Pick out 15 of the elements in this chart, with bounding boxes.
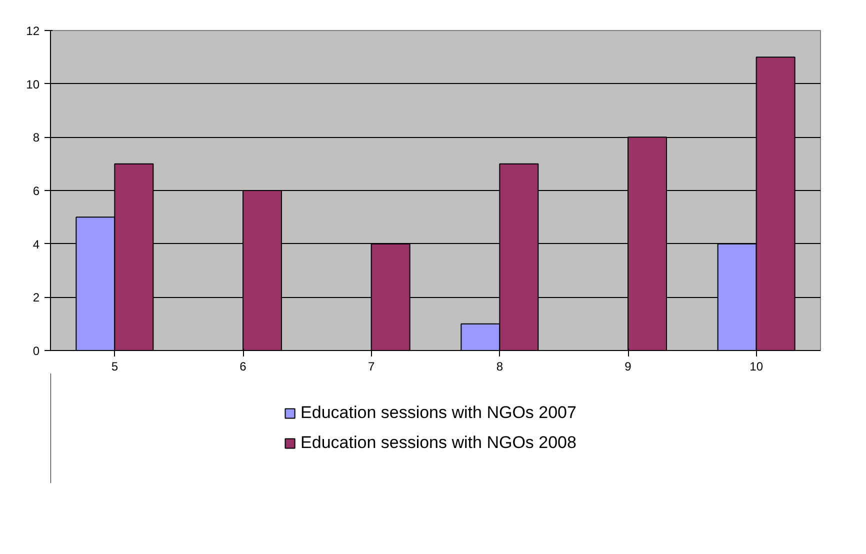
x-tick-label: 6	[240, 360, 247, 374]
x-tick-label: 7	[368, 360, 375, 374]
y-tick-label: 2	[32, 290, 40, 305]
x-tick-label: 5	[111, 360, 118, 374]
y-tick-label: 4	[32, 237, 40, 252]
x-tick-label: 9	[624, 360, 632, 374]
legend-label: Education sessions with NGOs 2007	[300, 403, 576, 423]
y-tick-label: 10	[26, 77, 40, 92]
x-tick-label: 10	[750, 360, 764, 374]
legend-label: Education sessions with NGOs 2008	[300, 433, 576, 453]
y-tick-label: 8	[32, 130, 40, 145]
x-tick-label: 8	[496, 360, 504, 374]
y-tick-label: 6	[32, 184, 40, 198]
y-tick-label: 0	[32, 344, 40, 358]
y-tick-label: 12	[26, 24, 40, 38]
